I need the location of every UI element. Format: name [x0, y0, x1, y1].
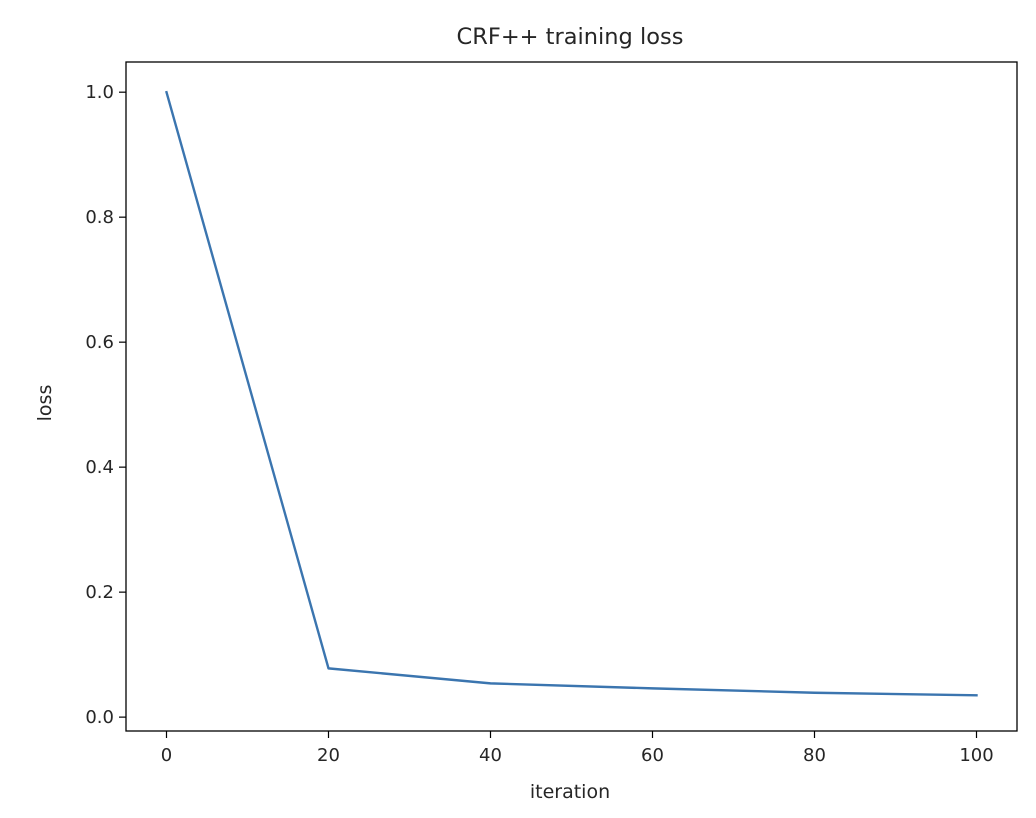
x-tick-label: 80 [803, 745, 826, 766]
y-tick-label: 1.0 [85, 82, 114, 103]
y-axis-label: loss [34, 385, 56, 422]
y-tick-label: 0.4 [85, 457, 114, 478]
x-tick-label: 100 [959, 745, 993, 766]
y-tick-label: 0.2 [85, 582, 114, 603]
x-tick-label: 40 [479, 745, 502, 766]
x-tick-label: 60 [641, 745, 664, 766]
chart-title: CRF++ training loss [457, 24, 684, 50]
axes-layer [125, 61, 1018, 732]
y-tick-label: 0.0 [85, 707, 114, 728]
ticks-layer: 0 20 40 60 80 100 0.0 0.2 0.4 0.6 0.8 1.0 [85, 82, 993, 766]
series-layer [165, 90, 978, 697]
loss-series-line [165, 90, 978, 697]
x-tick-label: 0 [161, 745, 172, 766]
y-tick-label: 0.6 [85, 332, 114, 353]
plot-frame [125, 61, 1018, 732]
x-tick-label: 20 [317, 745, 340, 766]
y-tick-label: 0.8 [85, 207, 114, 228]
x-axis-label: iteration [530, 781, 610, 803]
